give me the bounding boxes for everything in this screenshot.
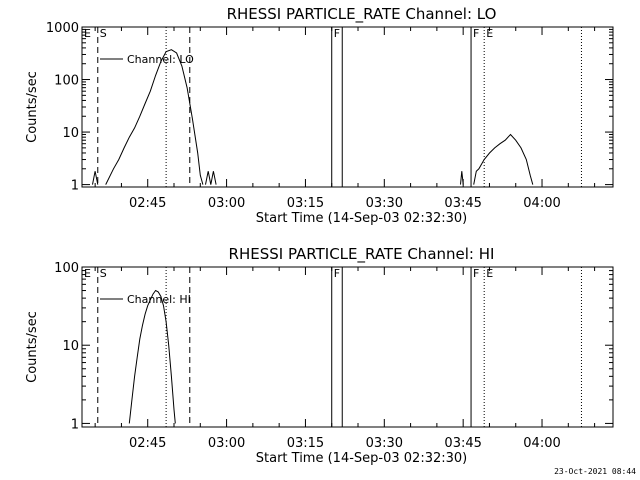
x-tick-label: 02:45: [129, 436, 166, 451]
series-line: [473, 133, 534, 185]
x-tick-label: 03:30: [366, 436, 403, 451]
marker-label: E: [486, 27, 493, 40]
marker-label: F: [334, 27, 340, 40]
marker-label: E: [84, 27, 91, 40]
marker-label: F: [473, 27, 479, 40]
chart-title: RHESSI PARTICLE_RATE Channel: HI: [229, 245, 495, 264]
marker-label: E: [84, 267, 91, 280]
x-tick-label: 03:15: [287, 196, 324, 211]
y-axis-label: Counts/sec: [25, 71, 40, 143]
x-tick-label: 04:00: [523, 436, 560, 451]
y-tick-label: 1: [71, 179, 79, 194]
x-tick-label: 03:30: [366, 196, 403, 211]
chart-title: RHESSI PARTICLE_RATE Channel: LO: [227, 5, 497, 24]
x-tick-label: 04:00: [523, 196, 560, 211]
series-line: [460, 171, 464, 185]
series-line: [105, 49, 204, 185]
y-tick-label: 10: [62, 339, 79, 354]
plot-frame: [81, 26, 614, 188]
marker-label: S: [100, 267, 107, 280]
marker-label: S: [100, 27, 107, 40]
legend-label: Channel: LO: [127, 53, 194, 66]
y-tick-label: 1000: [46, 21, 79, 36]
series-line: [92, 171, 99, 185]
x-tick-label: 03:45: [444, 196, 481, 211]
x-tick-label: 02:45: [129, 196, 166, 211]
chart-panel-1: RHESSI PARTICLE_RATE Channel: LO 1 10 100 10…: [25, 5, 614, 226]
plot-frame: [81, 266, 614, 428]
x-tick-label: 03:00: [208, 436, 245, 451]
marker-label: F: [334, 267, 340, 280]
marker-label: E: [486, 267, 493, 280]
y-tick-label: 1: [71, 417, 79, 432]
series-line: [205, 171, 217, 185]
y-tick-label: 10: [62, 126, 79, 141]
legend-label: Channel: HI: [127, 293, 191, 306]
footer-date: 23-Oct-2021 08:44: [554, 467, 636, 476]
y-axis-label: Counts/sec: [25, 311, 40, 383]
y-tick-label: 100: [54, 74, 79, 89]
x-tick-label: 03:15: [287, 436, 324, 451]
x-axis-label: Start Time (14-Sep-03 02:32:30): [256, 211, 467, 226]
x-axis-label: Start Time (14-Sep-03 02:32:30): [256, 451, 467, 466]
y-tick-label: 100: [54, 261, 79, 276]
series-line: [128, 289, 176, 424]
chart-panel-2: RHESSI PARTICLE_RATE Channel: HI 1 10 100 02…: [25, 245, 614, 466]
marker-label: F: [473, 267, 479, 280]
x-tick-label: 03:00: [208, 196, 245, 211]
x-tick-label: 03:45: [444, 436, 481, 451]
